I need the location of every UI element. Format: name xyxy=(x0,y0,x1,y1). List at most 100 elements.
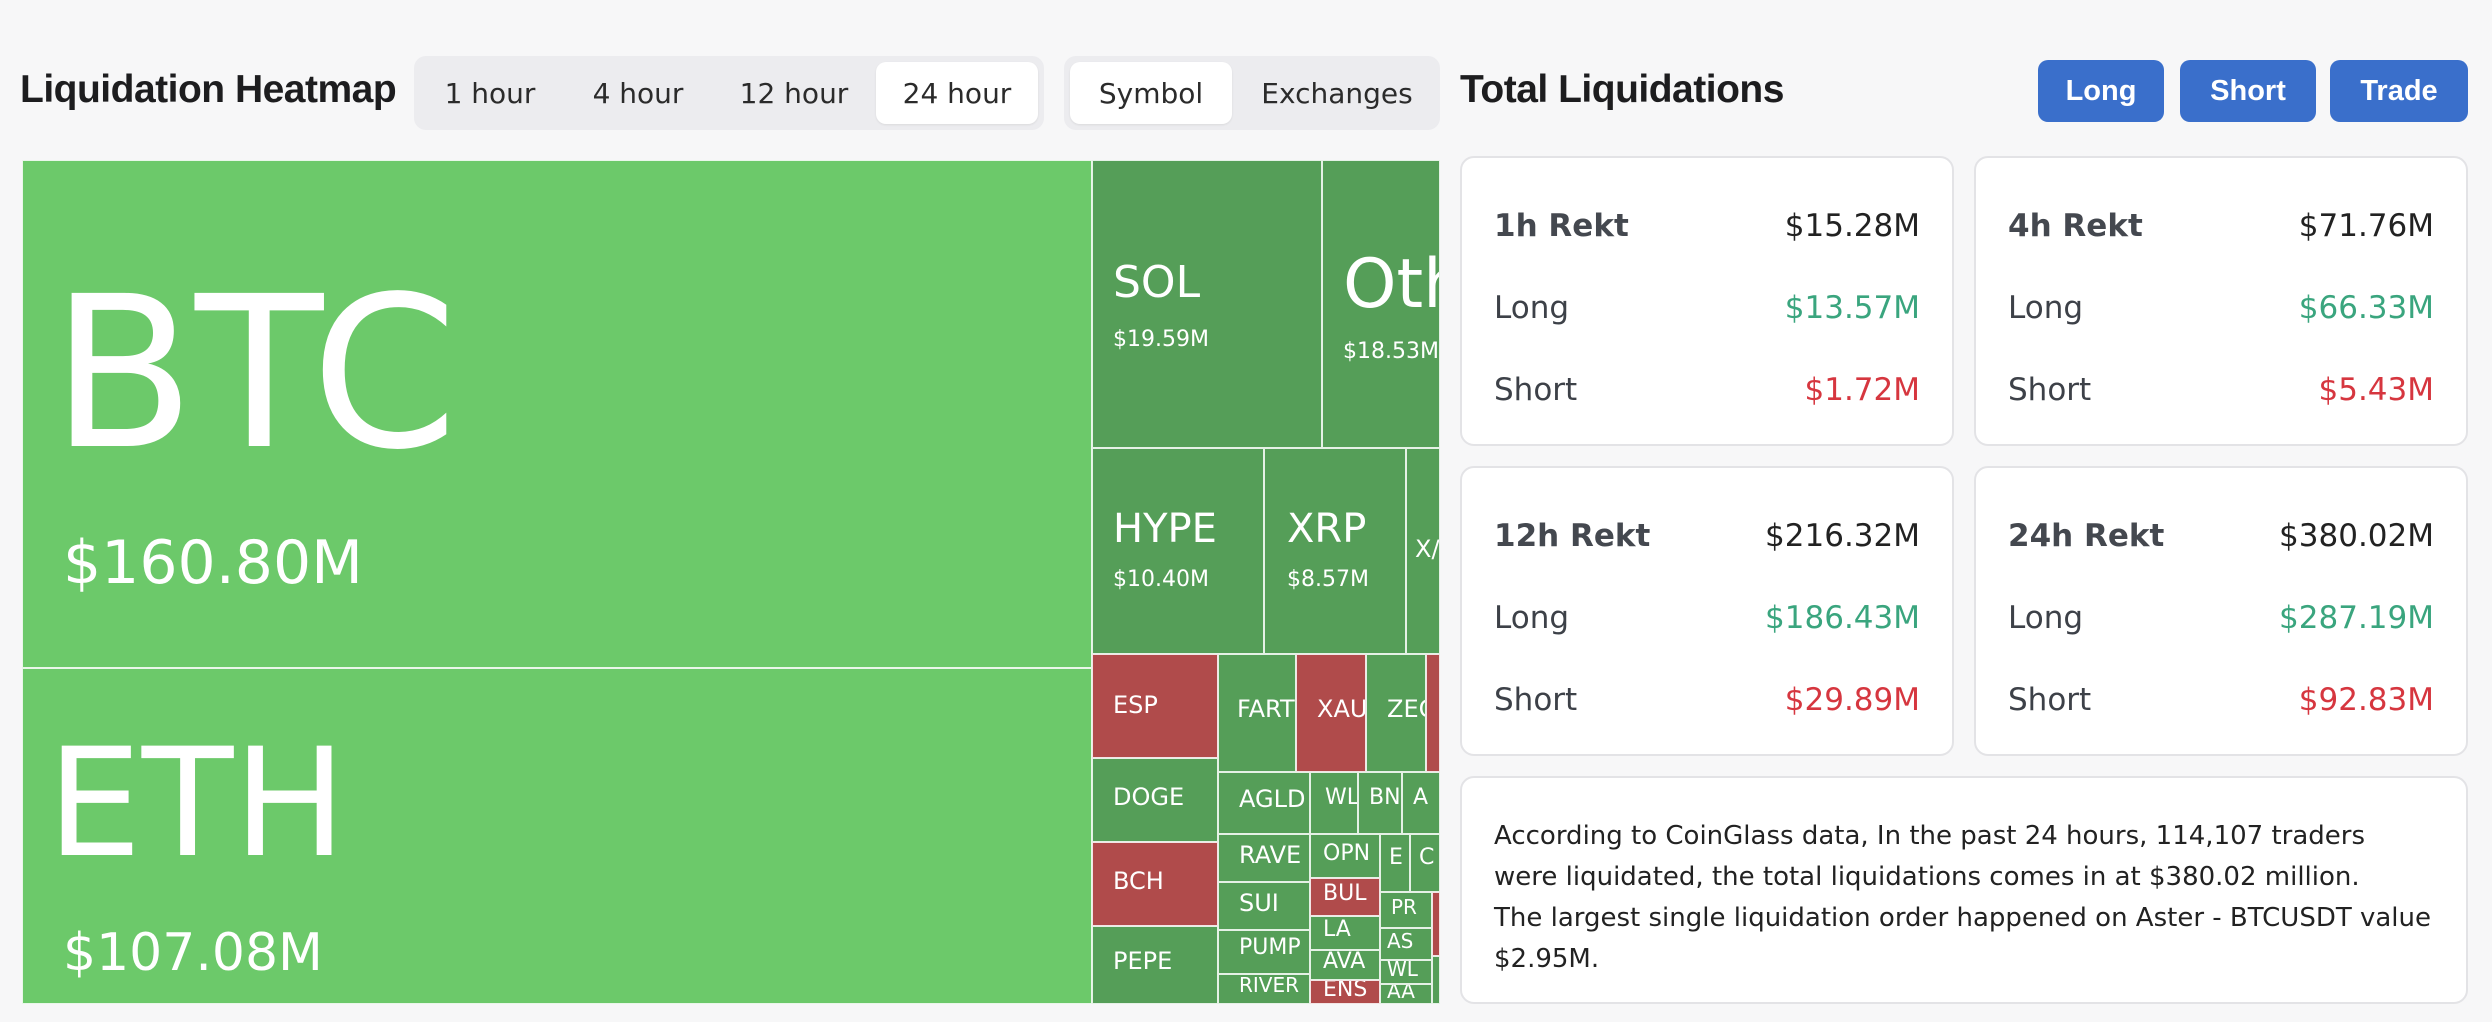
card-label: 24h Rekt xyxy=(2008,518,2165,554)
tile-symbol: BUL xyxy=(1323,881,1367,906)
tile-symbol: BN xyxy=(1369,785,1401,810)
treemap-tile[interactable]: AGLD xyxy=(1218,772,1310,834)
card-total: $71.76M xyxy=(2298,208,2434,244)
treemap-tile[interactable]: AS xyxy=(1380,928,1432,960)
tab-4-hour[interactable]: 4 hour xyxy=(592,76,684,110)
tile-symbol: SOL xyxy=(1113,257,1201,308)
tile-value: $107.08M xyxy=(63,923,323,983)
tab-1-hour[interactable]: 1 hour xyxy=(444,76,536,110)
card-4h-rekt: 4h Rekt $71.76M Long $66.33M Short $5.43M xyxy=(1974,156,2468,446)
short-label: Short xyxy=(2008,682,2092,718)
long-label: Long xyxy=(1494,600,1570,636)
long-value: $186.43M xyxy=(1765,600,1920,636)
treemap-tile[interactable] xyxy=(1432,892,1440,956)
tile-symbol: ESP xyxy=(1113,691,1158,719)
tab-symbol[interactable]: Symbol xyxy=(1070,62,1232,124)
card-total: $216.32M xyxy=(1765,518,1920,554)
short-button[interactable]: Short xyxy=(2180,60,2316,122)
treemap-tile[interactable] xyxy=(1426,654,1440,772)
tile-symbol: BCH xyxy=(1113,867,1164,895)
treemap-tile[interactable]: DOGE xyxy=(1092,758,1218,842)
long-label: Long xyxy=(1494,290,1570,326)
short-label: Short xyxy=(1494,682,1578,718)
short-value: $1.72M xyxy=(1804,372,1921,408)
long-label: Long xyxy=(2008,600,2084,636)
card-12h-rekt: 12h Rekt $216.32M Long $186.43M Short $29.8… xyxy=(1460,466,1954,756)
treemap-tile[interactable]: C xyxy=(1410,834,1440,892)
short-label: Short xyxy=(1494,372,1578,408)
tab-exchanges[interactable]: Exchanges xyxy=(1261,76,1413,110)
tile-symbol: C xyxy=(1419,845,1435,870)
treemap-tile[interactable]: SOL $19.59M xyxy=(1092,160,1322,448)
liquidation-treemap: BTC $160.80M ETH $107.08M SOL $19.59M Oth $18.5… xyxy=(22,160,1440,1004)
time-range-tabs: 1 hour 4 hour 12 hour 24 hour xyxy=(414,56,1044,130)
tile-value: $160.80M xyxy=(63,528,363,598)
card-label: 12h Rekt xyxy=(1494,518,1651,554)
treemap-tile[interactable]: A xyxy=(1402,772,1440,834)
total-liquidations-title: Total Liquidations xyxy=(1460,68,1784,111)
tile-symbol: PR xyxy=(1391,895,1417,919)
long-value: $13.57M xyxy=(1784,290,1920,326)
tile-value: $10.40M xyxy=(1113,567,1209,592)
treemap-tile[interactable]: RAVE xyxy=(1218,834,1310,882)
trade-button[interactable]: Trade xyxy=(2330,60,2468,122)
summary-line: The largest single liquidation order hap… xyxy=(1494,903,2432,974)
tile-symbol: ZEC xyxy=(1387,695,1425,723)
treemap-tile[interactable]: WL xyxy=(1380,960,1432,984)
long-value: $287.19M xyxy=(2279,600,2434,636)
heatmap-title: Liquidation Heatmap xyxy=(20,68,397,111)
tile-symbol: XAU xyxy=(1317,695,1366,723)
treemap-tile[interactable]: PEPE xyxy=(1092,926,1218,1004)
treemap-tile[interactable]: ZEC xyxy=(1366,654,1426,772)
long-value: $66.33M xyxy=(2298,290,2434,326)
treemap-tile[interactable]: BN xyxy=(1358,772,1402,834)
short-value: $5.43M xyxy=(2318,372,2435,408)
tile-value: $8.57M xyxy=(1287,567,1369,592)
treemap-tile[interactable]: HYPE $10.40M xyxy=(1092,448,1264,654)
treemap-tile[interactable]: SUI xyxy=(1218,882,1310,930)
treemap-tile[interactable]: XAU xyxy=(1296,654,1366,772)
treemap-tile[interactable]: E xyxy=(1380,834,1410,892)
tile-symbol: HYPE xyxy=(1113,506,1217,552)
tab-12-hour[interactable]: 12 hour xyxy=(739,76,849,110)
treemap-tile[interactable]: BUL xyxy=(1310,878,1380,916)
treemap-tile[interactable]: BCH xyxy=(1092,842,1218,926)
tile-symbol: AS xyxy=(1387,929,1414,953)
liquidation-summary: According to CoinGlass data, In the past… xyxy=(1460,776,2468,1004)
treemap-tile[interactable]: ENS xyxy=(1310,980,1380,1004)
card-total: $380.02M xyxy=(2279,518,2434,554)
card-1h-rekt: 1h Rekt $15.28M Long $13.57M Short $1.72M xyxy=(1460,156,1954,446)
treemap-tile[interactable]: AA xyxy=(1380,984,1432,1004)
short-label: Short xyxy=(2008,372,2092,408)
card-label: 4h Rekt xyxy=(2008,208,2143,244)
tile-symbol: X/ xyxy=(1415,535,1440,563)
treemap-tile[interactable]: X/ xyxy=(1406,448,1440,654)
tile-symbol: SUI xyxy=(1239,889,1279,917)
treemap-tile[interactable]: ESP xyxy=(1092,654,1218,758)
tile-symbol: RAVE xyxy=(1239,841,1302,869)
tile-symbol: WL xyxy=(1387,960,1418,981)
summary-line: According to CoinGlass data, In the past… xyxy=(1494,821,2366,892)
treemap-tile[interactable]: PUMP xyxy=(1218,930,1310,974)
tile-symbol: ENS xyxy=(1323,980,1368,1002)
tile-symbol: WL xyxy=(1325,785,1358,810)
long-label: Long xyxy=(2008,290,2084,326)
treemap-tile[interactable]: PR xyxy=(1380,892,1432,928)
treemap-tile[interactable]: WL xyxy=(1310,772,1358,834)
treemap-tile[interactable]: BTC $160.80M xyxy=(22,160,1092,668)
tab-24-hour[interactable]: 24 hour xyxy=(876,62,1038,124)
treemap-tile[interactable]: RIVER xyxy=(1218,974,1310,1004)
tile-symbol: PUMP xyxy=(1239,935,1301,960)
tile-symbol: A xyxy=(1413,785,1429,810)
treemap-tile[interactable]: Oth $18.53M xyxy=(1322,160,1440,448)
tile-symbol: E xyxy=(1389,845,1403,870)
treemap-tile[interactable]: ETH $107.08M xyxy=(22,668,1092,1004)
tile-symbol: PEPE xyxy=(1113,947,1173,975)
long-button[interactable]: Long xyxy=(2038,60,2164,122)
treemap-tile[interactable]: OPN xyxy=(1310,834,1380,878)
treemap-tile[interactable]: XRP $8.57M xyxy=(1264,448,1406,654)
treemap-tile[interactable]: AVA xyxy=(1310,950,1380,980)
treemap-tile[interactable]: FART xyxy=(1218,654,1296,772)
treemap-tile[interactable] xyxy=(1432,956,1440,1004)
treemap-tile[interactable]: LA xyxy=(1310,916,1380,950)
